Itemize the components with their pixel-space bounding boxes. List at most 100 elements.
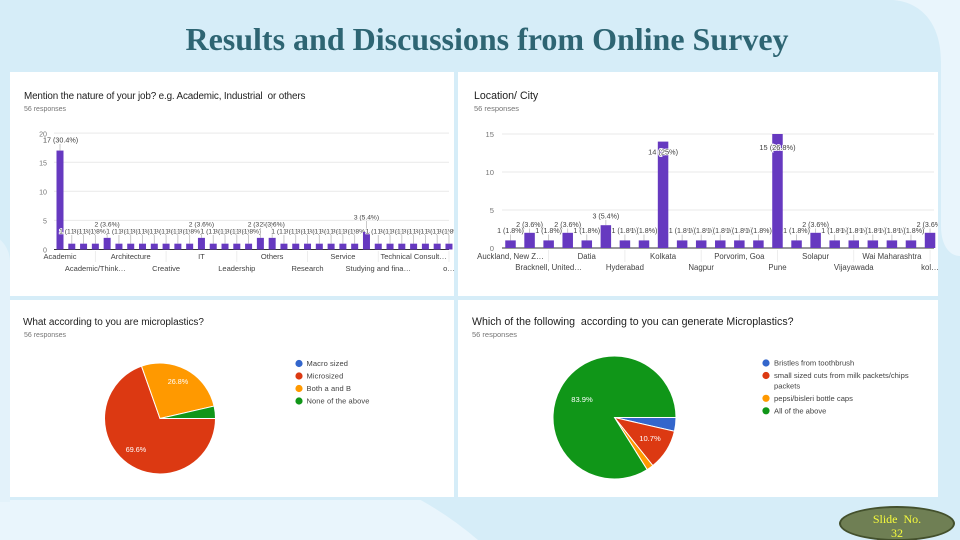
svg-text:1 (1.8%): 1 (1.8%) <box>295 229 320 236</box>
svg-text:15 (26.8%): 15 (26.8%) <box>759 143 795 152</box>
svg-text:56 responses: 56 responses <box>24 106 67 113</box>
svg-text:3 (5.4%): 3 (5.4%) <box>354 215 379 222</box>
svg-text:1 (1.8%): 1 (1.8%) <box>165 229 190 236</box>
svg-text:10: 10 <box>39 189 47 197</box>
svg-text:Which of the following accord: Which of the following according to you … <box>472 316 794 328</box>
svg-text:Studying and fina…: Studying and fina… <box>346 264 411 273</box>
svg-text:Location/ City: Location/ City <box>474 90 539 102</box>
svg-text:Hyderabad: Hyderabad <box>606 263 644 272</box>
svg-text:2 (3.6%): 2 (3.6%) <box>260 222 285 229</box>
svg-text:2 (3.6%): 2 (3.6%) <box>802 221 829 229</box>
svg-text:1 (1.8%): 1 (1.8%) <box>707 227 734 235</box>
svg-text:Bracknell, United…: Bracknell, United… <box>515 263 582 272</box>
svg-text:2 (3.6%): 2 (3.6%) <box>917 221 938 229</box>
svg-text:1 (1.8%): 1 (1.8%) <box>271 229 296 236</box>
svg-text:Auckland, New Z…: Auckland, New Z… <box>477 252 544 261</box>
svg-text:1 (1.8%): 1 (1.8%) <box>745 227 772 235</box>
svg-text:1 (1.8%): 1 (1.8%) <box>612 227 639 235</box>
svg-text:Solapur: Solapur <box>802 252 829 261</box>
svg-text:1 (1.8%): 1 (1.8%) <box>106 229 131 236</box>
svg-text:10: 10 <box>486 168 494 177</box>
svg-text:All of the above: All of the above <box>774 407 826 416</box>
svg-text:small sized cuts from milk pac: small sized cuts from milk packets/chips <box>774 371 909 380</box>
svg-text:69.6%: 69.6% <box>126 445 147 454</box>
svg-text:5: 5 <box>43 218 47 226</box>
svg-text:1 (1.8%): 1 (1.8%) <box>436 229 454 236</box>
svg-text:1 (1.8%): 1 (1.8%) <box>840 227 867 235</box>
svg-text:o…: o… <box>443 264 454 273</box>
svg-text:1 (1.8%): 1 (1.8%) <box>631 227 658 235</box>
svg-text:1 (1.8%): 1 (1.8%) <box>212 229 237 236</box>
svg-text:2 (3.6%): 2 (3.6%) <box>554 221 581 229</box>
svg-text:56 responses: 56 responses <box>472 330 517 339</box>
svg-text:IT: IT <box>198 252 205 261</box>
svg-text:83.9%: 83.9% <box>571 395 593 404</box>
svg-text:26.8%: 26.8% <box>168 377 189 386</box>
svg-text:56 responses: 56 responses <box>24 332 67 339</box>
svg-text:2 (3.6%): 2 (3.6%) <box>189 222 214 229</box>
svg-text:Porvorim, Goa: Porvorim, Goa <box>714 252 765 261</box>
svg-text:1 (1.8%): 1 (1.8%) <box>142 229 167 236</box>
svg-text:1 (1.8%): 1 (1.8%) <box>859 227 886 235</box>
svg-text:Mention the nature of your job: Mention the nature of your job? e.g. Aca… <box>24 91 305 102</box>
svg-text:1 (1.8%): 1 (1.8%) <box>726 227 753 235</box>
svg-text:15: 15 <box>486 130 494 139</box>
svg-text:2 (3.6%): 2 (3.6%) <box>95 222 120 229</box>
svg-text:1 (1.8%): 1 (1.8%) <box>224 229 249 236</box>
svg-text:3 (5.4%): 3 (5.4%) <box>592 213 619 221</box>
svg-text:pepsi/bisleri bottle caps: pepsi/bisleri bottle caps <box>774 394 853 403</box>
svg-text:1 (1.8%): 1 (1.8%) <box>366 229 391 236</box>
svg-text:1 (1.8%): 1 (1.8%) <box>177 229 202 236</box>
svg-text:Kolkata: Kolkata <box>650 252 677 261</box>
svg-text:Datia: Datia <box>578 252 597 261</box>
svg-text:Microsized: Microsized <box>307 372 344 381</box>
svg-text:1 (1.8%): 1 (1.8%) <box>71 229 96 236</box>
svg-text:Service: Service <box>330 252 355 261</box>
svg-text:0: 0 <box>490 244 494 253</box>
svg-text:1 (1.8%): 1 (1.8%) <box>118 229 143 236</box>
svg-text:1 (1.8%): 1 (1.8%) <box>413 229 438 236</box>
svg-text:None of the above: None of the above <box>307 397 370 406</box>
svg-text:1 (1.8%): 1 (1.8%) <box>342 229 367 236</box>
svg-text:1 (1.8%): 1 (1.8%) <box>307 229 332 236</box>
svg-text:56 responses: 56 responses <box>474 104 519 113</box>
svg-text:Pune: Pune <box>768 263 786 272</box>
svg-text:1 (1.8%): 1 (1.8%) <box>201 229 226 236</box>
svg-text:15: 15 <box>39 159 47 167</box>
svg-text:1 (1.8%): 1 (1.8%) <box>318 229 343 236</box>
svg-text:Macro sized: Macro sized <box>307 359 349 368</box>
svg-text:1 (1.8%): 1 (1.8%) <box>59 229 84 236</box>
svg-text:kol…: kol… <box>921 263 938 272</box>
svg-text:5: 5 <box>490 206 494 215</box>
svg-text:1 (1.8%): 1 (1.8%) <box>688 227 715 235</box>
svg-text:Research: Research <box>291 264 323 273</box>
svg-text:packets: packets <box>774 382 800 391</box>
svg-text:1 (1.8%): 1 (1.8%) <box>330 229 355 236</box>
svg-text:Leadership: Leadership <box>218 264 255 273</box>
svg-text:1 (1.8%): 1 (1.8%) <box>153 229 178 236</box>
svg-text:Both a and B: Both a and B <box>307 384 352 393</box>
svg-text:1 (1.8%): 1 (1.8%) <box>497 227 524 235</box>
svg-text:17 (30.4%): 17 (30.4%) <box>43 136 78 145</box>
svg-text:Architecture: Architecture <box>111 252 151 261</box>
svg-text:1 (1.8%): 1 (1.8%) <box>669 227 696 235</box>
svg-text:1 (1.8%): 1 (1.8%) <box>236 229 261 236</box>
svg-text:1 (1.8%): 1 (1.8%) <box>283 229 308 236</box>
svg-text:1 (1.8%): 1 (1.8%) <box>573 227 600 235</box>
svg-text:10.7%: 10.7% <box>639 434 661 443</box>
svg-text:1 (1.8%): 1 (1.8%) <box>83 229 108 236</box>
svg-text:0: 0 <box>43 247 47 255</box>
svg-text:Academic/Think…: Academic/Think… <box>65 264 126 273</box>
svg-text:What according to you are micr: What according to you are microplastics? <box>23 317 204 328</box>
svg-text:1 (1.8%): 1 (1.8%) <box>878 227 905 235</box>
svg-text:Academic: Academic <box>44 252 77 261</box>
svg-text:14 (25%): 14 (25%) <box>648 148 678 157</box>
svg-text:Technical Consult…: Technical Consult… <box>380 252 446 261</box>
svg-text:1 (1.8%): 1 (1.8%) <box>535 227 562 235</box>
svg-text:Bristles from toothbrush: Bristles from toothbrush <box>774 359 854 368</box>
svg-text:Creative: Creative <box>152 264 180 273</box>
svg-text:1 (1.8%): 1 (1.8%) <box>401 229 426 236</box>
svg-text:1 (1.8%): 1 (1.8%) <box>389 229 414 236</box>
svg-text:1 (1.8%): 1 (1.8%) <box>425 229 450 236</box>
svg-text:20: 20 <box>39 130 47 138</box>
